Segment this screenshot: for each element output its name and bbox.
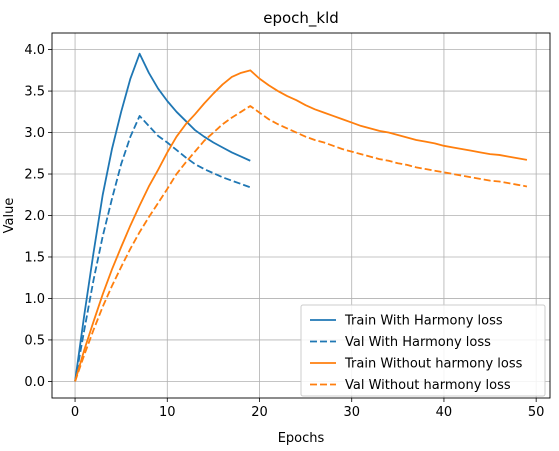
y-tick-label: 1.0 (24, 292, 45, 307)
chart-title: epoch_kld (263, 9, 339, 28)
x-tick-label: 40 (436, 405, 453, 420)
ticks-layer: 0 10 20 30 40 50 0.0 0.5 1.0 1.5 2.0 2.5 3.0 3.5 4.0 (24, 43, 544, 420)
series-line-3 (74, 69, 528, 382)
y-tick-label: 3.0 (24, 126, 45, 141)
x-axis-label: Epochs (278, 431, 325, 446)
y-tick-label: 3.5 (24, 85, 45, 100)
grid-layer (52, 33, 550, 398)
y-tick-label: 2.0 (24, 209, 45, 224)
legend: Train With Harmony loss Val With Harmony … (300, 304, 546, 397)
legend-label-4: Val Without harmony loss (345, 378, 511, 393)
y-tick-label: 2.5 (24, 168, 45, 183)
x-tick-label: 10 (159, 405, 176, 420)
legend-box (300, 304, 546, 397)
y-tick-label: 0.5 (24, 333, 45, 348)
series-layer (74, 52, 528, 382)
x-tick-label: 0 (71, 405, 79, 420)
y-tick-label: 0.0 (24, 375, 45, 390)
legend-label-1: Train With Harmony loss (344, 314, 503, 329)
x-tick-label: 20 (251, 405, 268, 420)
y-tick-label: 1.5 (24, 250, 45, 265)
series-line-4 (74, 105, 528, 382)
series-line-1 (74, 52, 251, 382)
y-axis-label: Value (2, 198, 17, 234)
legend-label-2: Val With Harmony loss (345, 335, 491, 350)
x-tick-label: 50 (528, 405, 545, 420)
legend-label-3: Train Without harmony loss (344, 357, 523, 372)
y-tick-label: 4.0 (24, 43, 45, 58)
series-line-2 (74, 115, 251, 382)
x-tick-label: 30 (343, 405, 360, 420)
